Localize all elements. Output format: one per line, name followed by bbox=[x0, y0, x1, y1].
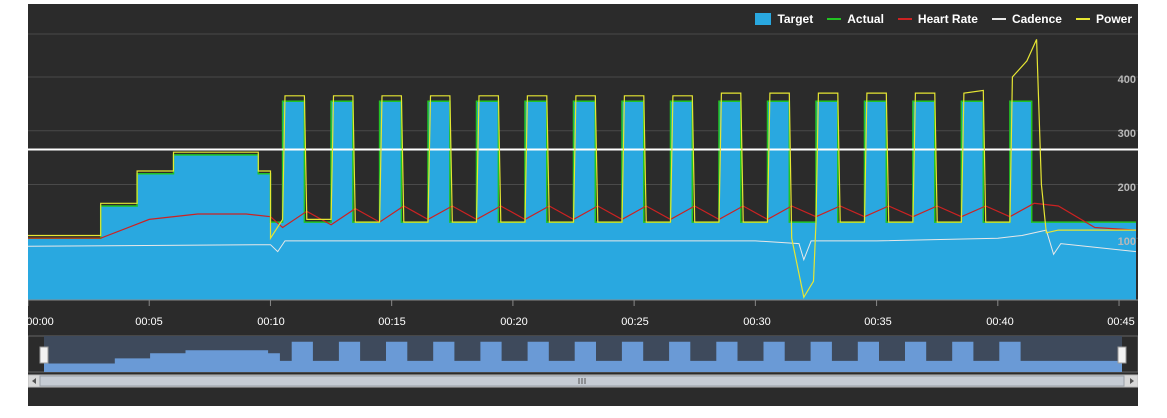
legend-label-power: Power bbox=[1095, 12, 1132, 26]
legend-label-cadence: Cadence bbox=[1011, 12, 1062, 26]
legend-label-target: Target bbox=[777, 12, 814, 26]
y-tick-400: 400 bbox=[1117, 74, 1136, 86]
y-tick-300: 300 bbox=[1117, 128, 1136, 140]
x-tick-30: 00:30 bbox=[743, 316, 771, 328]
x-tick-5: 00:05 bbox=[135, 316, 163, 328]
chart-svg bbox=[28, 33, 1138, 388]
workout-chart: Target Actual Heart Rate Cadence Power 1… bbox=[26, 4, 1138, 406]
legend-swatch-cadence bbox=[991, 18, 1006, 20]
x-tick-10: 00:10 bbox=[257, 316, 285, 328]
legend-item-actual[interactable]: Actual bbox=[827, 12, 884, 26]
navigator-handle-left[interactable] bbox=[39, 346, 49, 364]
x-tick-15: 00:15 bbox=[378, 316, 406, 328]
navigator-target-area bbox=[44, 341, 1122, 372]
x-tick-20: 00:20 bbox=[500, 316, 528, 328]
legend-swatch-target bbox=[755, 13, 772, 25]
legend-swatch-actual bbox=[827, 18, 842, 20]
legend-label-actual: Actual bbox=[847, 12, 884, 26]
series-target-area bbox=[28, 101, 1136, 300]
legend-swatch-heart-rate bbox=[897, 18, 912, 20]
series-power-line bbox=[28, 39, 1136, 299]
legend-item-target[interactable]: Target bbox=[755, 12, 813, 26]
legend-item-heart-rate[interactable]: Heart Rate bbox=[897, 12, 978, 26]
navigator-handle-right[interactable] bbox=[1117, 346, 1127, 364]
legend-label-heart-rate: Heart Rate bbox=[917, 12, 978, 26]
x-tick-25: 00:25 bbox=[621, 316, 649, 328]
x-tick-40: 00:40 bbox=[986, 316, 1014, 328]
scrollbar-left-arrow[interactable] bbox=[32, 378, 36, 384]
x-tick-0: 00:00 bbox=[26, 316, 54, 328]
x-tick-35: 00:35 bbox=[864, 316, 892, 328]
legend-item-cadence[interactable]: Cadence bbox=[991, 12, 1062, 26]
legend-swatch-power bbox=[1075, 18, 1090, 20]
y-tick-100: 100 bbox=[1117, 236, 1136, 248]
series-cadence-line bbox=[28, 229, 1137, 262]
legend-item-power[interactable]: Power bbox=[1075, 12, 1132, 26]
chart-legend: Target Actual Heart Rate Cadence Power bbox=[755, 12, 1132, 26]
x-tick-45: 00:45 bbox=[1107, 316, 1135, 328]
scrollbar-right-arrow[interactable] bbox=[1130, 378, 1134, 384]
y-tick-200: 200 bbox=[1117, 182, 1136, 194]
